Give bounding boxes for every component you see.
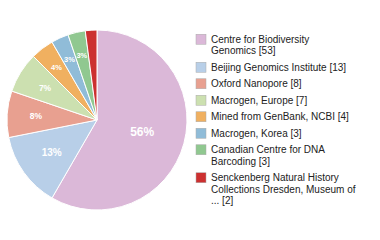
data-label: 56% — [130, 125, 154, 139]
legend-line: Genomics [53] — [211, 45, 276, 56]
data-label: 8% — [30, 111, 43, 121]
legend-line: Barcoding [3] — [211, 156, 270, 167]
legend-line: Centre for Biodiversity — [211, 34, 309, 45]
data-labels: 56%13%8%7%4%3%3% — [30, 51, 155, 158]
legend: Centre for BiodiversityGenomics [53] Beij… — [196, 34, 356, 207]
legend-swatch — [196, 112, 206, 122]
legend-entry: Senckenberg Natural HistoryCollections D… — [211, 172, 356, 206]
legend-line: ... [2] — [211, 195, 233, 206]
legend-swatch — [196, 128, 206, 138]
data-label: 13% — [42, 147, 62, 158]
legend-entry: Macrogen, Korea [3] — [211, 128, 302, 139]
chart: 56%13%8%7%4%3%3%Centre for BiodiversityG… — [0, 0, 380, 240]
legend-line: Oxford Nanopore [8] — [211, 78, 302, 89]
legend-entry: Mined from GenBank, NCBI [4] — [211, 111, 349, 122]
legend-line: Canadian Centre for DNA — [211, 144, 325, 155]
legend-line: Senckenberg Natural History — [211, 172, 339, 183]
legend-entry: Canadian Centre for DNABarcoding [3] — [211, 144, 325, 167]
data-label: 7% — [39, 83, 52, 93]
legend-swatch — [196, 62, 206, 72]
data-label: 3% — [76, 51, 87, 60]
legend-entry: Oxford Nanopore [8] — [211, 78, 302, 89]
slices — [7, 30, 187, 210]
pie-slice — [85, 30, 97, 120]
data-label: 3% — [64, 55, 75, 64]
legend-swatch — [196, 95, 206, 105]
legend-line: Macrogen, Korea [3] — [211, 128, 302, 139]
pie-slice — [68, 31, 97, 120]
legend-line: Collections Dresden, Museum of — [211, 184, 356, 195]
legend-line: Beijing Genomics Institute [13] — [211, 62, 346, 73]
legend-swatch — [196, 79, 206, 89]
chart-container: 56%13%8%7%4%3%3%Centre for BiodiversityG… — [0, 0, 380, 240]
legend-line: Mined from GenBank, NCBI [4] — [211, 111, 349, 122]
legend-entry: Macrogen, Europe [7] — [211, 95, 307, 106]
legend-entry: Beijing Genomics Institute [13] — [211, 62, 346, 73]
legend-swatch — [196, 34, 206, 44]
legend-entry: Centre for BiodiversityGenomics [53] — [211, 34, 309, 57]
legend-swatch — [196, 145, 206, 155]
legend-line: Macrogen, Europe [7] — [211, 95, 307, 106]
legend-swatch — [196, 173, 206, 183]
data-label: 4% — [51, 63, 62, 72]
